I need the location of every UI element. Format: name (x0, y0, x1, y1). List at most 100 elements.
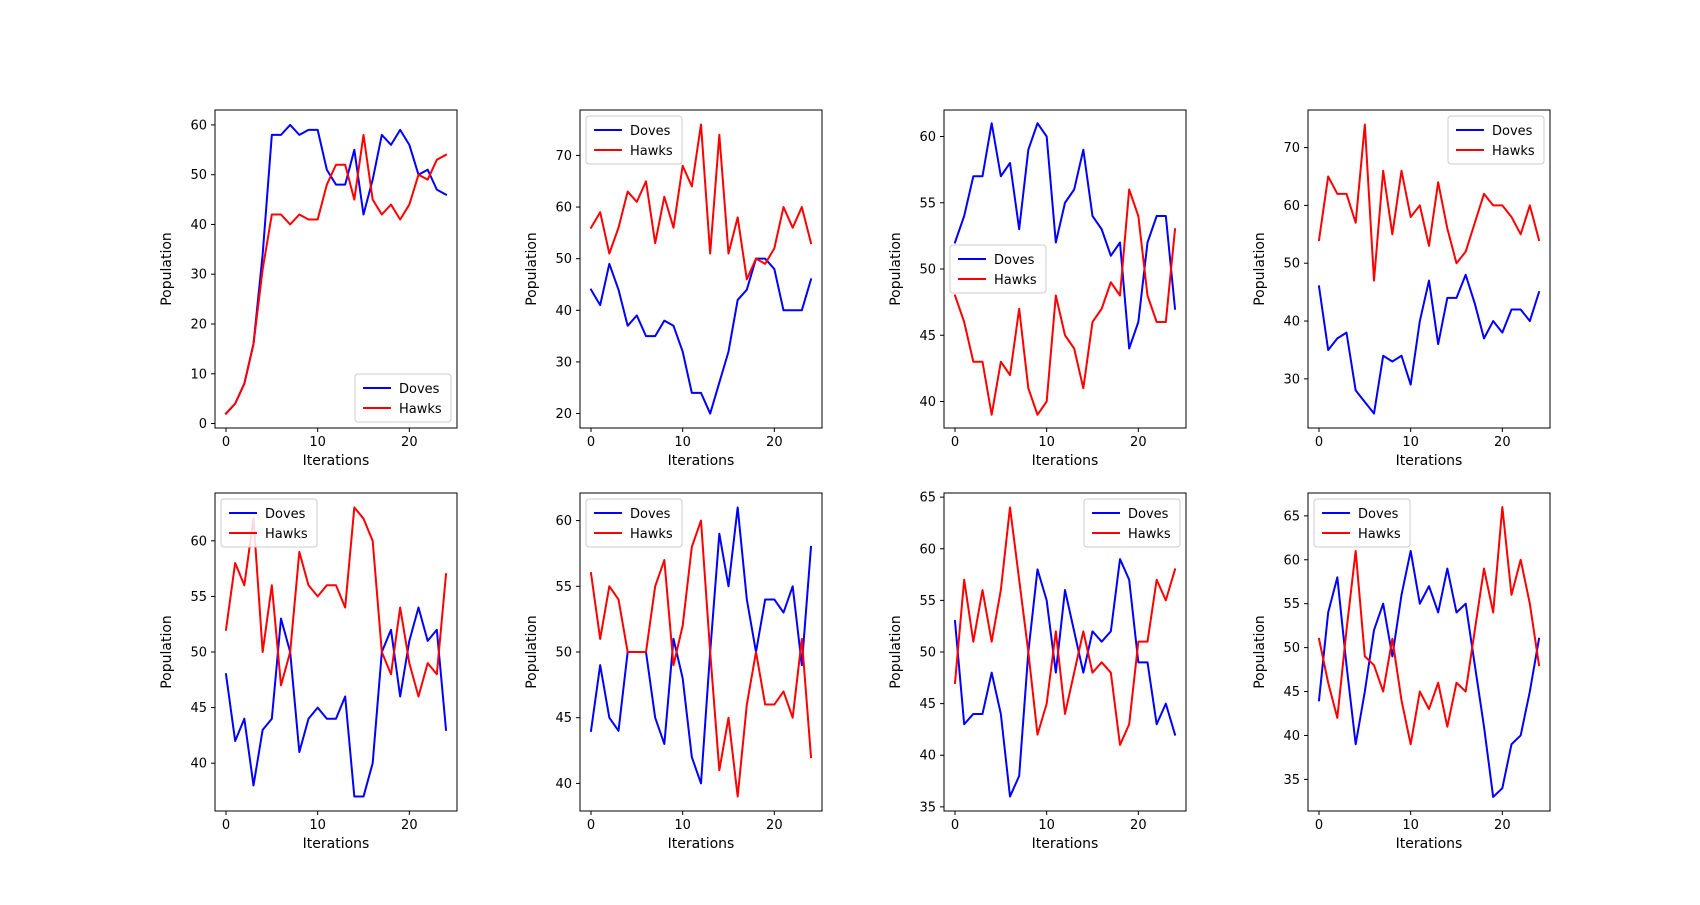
legend-label-hawks: Hawks (1358, 527, 1401, 542)
y-tick-label: 55 (1283, 597, 1300, 612)
y-tick-label: 50 (555, 252, 572, 267)
y-tick-label: 60 (555, 201, 572, 216)
x-tick-label: 10 (674, 435, 691, 450)
y-axis-label: Population (888, 232, 904, 306)
x-tick-label: 10 (1402, 818, 1419, 833)
x-tick-label: 20 (1130, 818, 1147, 833)
y-tick-label: 35 (919, 800, 936, 815)
y-tick-label: 50 (190, 646, 207, 661)
legend-label-doves: Doves (630, 507, 671, 522)
y-tick-label: 45 (190, 701, 207, 716)
y-axis-label: Population (159, 232, 175, 306)
y-tick-label: 60 (1283, 199, 1300, 214)
x-tick-label: 10 (309, 435, 326, 450)
y-tick-label: 55 (919, 196, 936, 211)
series-line-hawks (1317, 506, 1541, 746)
y-tick-label: 40 (1283, 315, 1300, 330)
x-tick-label: 10 (1038, 818, 1055, 833)
legend-box (585, 115, 683, 165)
series-line-hawks (224, 506, 448, 698)
x-tick-label: 0 (951, 435, 959, 450)
y-tick-label: 60 (190, 534, 207, 549)
series-line-hawks (589, 519, 813, 798)
legend-box (354, 373, 452, 423)
legend-label-hawks: Hawks (265, 527, 308, 542)
y-tick-label: 55 (190, 590, 207, 605)
x-axis-label: Iterations (1032, 836, 1099, 852)
legend-box (1083, 498, 1181, 548)
y-tick-label: 60 (919, 130, 936, 145)
x-tick-label: 20 (401, 435, 418, 450)
x-tick-label: 0 (587, 818, 595, 833)
chart-panel-3: 0 10 20 40 45 50 55 60 Iterations Population Doves… (888, 109, 1187, 469)
series-line-doves (953, 558, 1177, 798)
y-tick-label: 45 (919, 329, 936, 344)
axes-frame (1307, 492, 1551, 812)
legend: Doves Hawks (354, 373, 452, 423)
x-tick-label: 20 (1130, 435, 1147, 450)
x-tick-label: 0 (222, 435, 230, 450)
y-tick-label: 40 (919, 395, 936, 410)
x-tick-label: 0 (1315, 818, 1323, 833)
y-tick-label: 60 (1283, 553, 1300, 568)
legend-label-doves: Doves (265, 507, 306, 522)
x-axis-label: Iterations (303, 453, 370, 469)
y-tick-label: 30 (1283, 372, 1300, 387)
y-axis-label: Population (888, 615, 904, 689)
x-axis-label: Iterations (1396, 453, 1463, 469)
legend-label-hawks: Hawks (630, 144, 673, 159)
y-tick-label: 40 (190, 218, 207, 233)
axes-frame (1307, 109, 1551, 429)
x-axis-label: Iterations (668, 836, 735, 852)
x-tick-label: 0 (587, 435, 595, 450)
legend-label-doves: Doves (1358, 507, 1399, 522)
axes-frame (214, 109, 458, 429)
legend-label-doves: Doves (1492, 124, 1533, 139)
x-axis-label: Iterations (1032, 453, 1099, 469)
legend: Doves Hawks (1313, 498, 1411, 548)
y-tick-label: 65 (919, 491, 936, 506)
y-tick-label: 50 (190, 168, 207, 183)
chart-panel-6: 0 10 20 40 45 50 55 60 Iterations Population Doves… (524, 492, 823, 852)
series-line-doves (1317, 273, 1541, 415)
legend-label-hawks: Hawks (1492, 144, 1535, 159)
y-tick-label: 70 (1283, 141, 1300, 156)
y-axis-label: Population (1252, 232, 1268, 306)
y-tick-label: 40 (555, 777, 572, 792)
legend-label-doves: Doves (1128, 507, 1169, 522)
x-tick-label: 20 (766, 818, 783, 833)
legend: Doves Hawks (1083, 498, 1181, 548)
legend-label-doves: Doves (994, 253, 1035, 268)
x-axis-label: Iterations (303, 836, 370, 852)
y-tick-label: 55 (555, 580, 572, 595)
legend-label-doves: Doves (630, 124, 671, 139)
legend: Doves Hawks (949, 244, 1047, 294)
legend-label-doves: Doves (399, 382, 440, 397)
y-tick-label: 50 (919, 646, 936, 661)
y-tick-label: 70 (555, 149, 572, 164)
y-tick-label: 30 (555, 355, 572, 370)
legend-label-hawks: Hawks (1128, 527, 1171, 542)
y-tick-label: 55 (919, 594, 936, 609)
series-line-doves (224, 606, 448, 798)
x-axis-label: Iterations (668, 453, 735, 469)
legend-box (220, 498, 318, 548)
y-tick-label: 45 (1283, 685, 1300, 700)
y-tick-label: 40 (555, 304, 572, 319)
series-line-hawks (589, 123, 813, 281)
chart-panel-8: 0 10 20 35 40 45 50 55 60 65 Iterations Population D… (1252, 492, 1551, 852)
y-axis-label: Population (1252, 615, 1268, 689)
chart-panel-1: 0 10 20 0 10 20 30 40 50 60 Iterations Population Do… (159, 109, 458, 469)
y-tick-label: 40 (190, 757, 207, 772)
legend-box (585, 498, 683, 548)
y-tick-label: 50 (1283, 641, 1300, 656)
x-tick-label: 20 (766, 435, 783, 450)
chart-panel-4: 0 10 20 30 40 50 60 70 Iterations Population Doves… (1252, 109, 1551, 469)
chart-panel-2: 0 10 20 20 30 40 50 60 70 Iterations Population Dov… (524, 109, 823, 469)
series-line-doves (224, 123, 448, 415)
x-tick-label: 0 (222, 818, 230, 833)
y-axis-label: Population (524, 232, 540, 306)
y-tick-label: 50 (1283, 257, 1300, 272)
y-tick-label: 45 (555, 711, 572, 726)
